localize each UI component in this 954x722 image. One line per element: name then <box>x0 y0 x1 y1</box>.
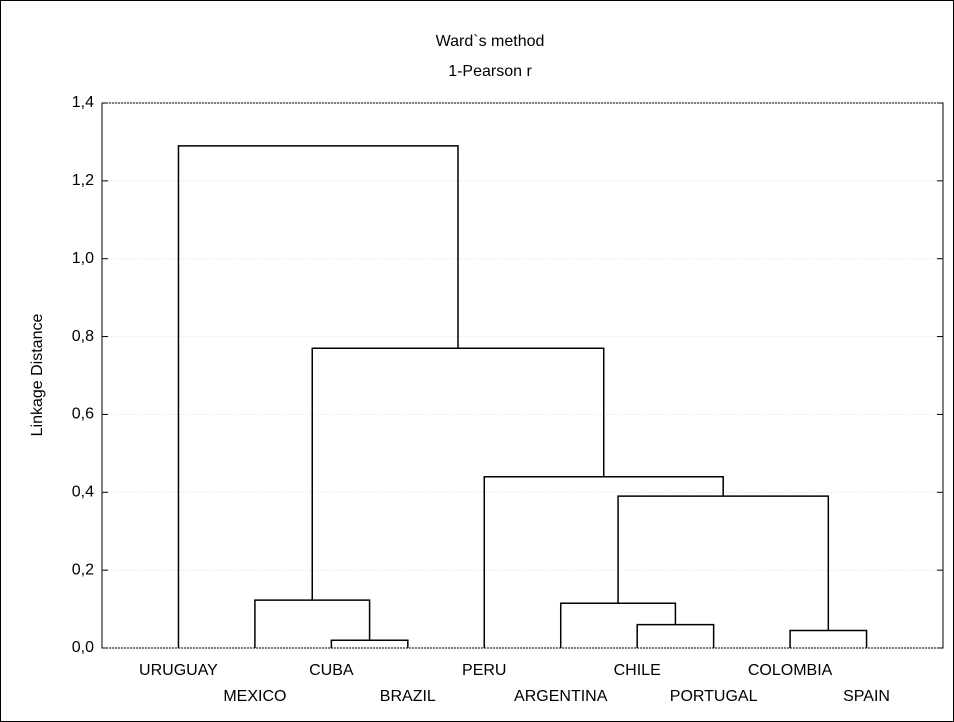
chart-subtitle: 1-Pearson r <box>448 63 532 80</box>
leaf-label: MEXICO <box>223 688 286 705</box>
leaf-label: SPAIN <box>843 688 890 705</box>
link <box>177 145 459 648</box>
leaf-label: CUBA <box>309 662 354 679</box>
leaf-label: BRAZIL <box>380 688 436 705</box>
y-tick-label: 0,8 <box>72 328 94 345</box>
leaf-label: PORTUGAL <box>670 688 758 705</box>
y-tick-label: 0,6 <box>72 406 94 423</box>
y-tick-label: 0,2 <box>72 561 94 578</box>
leaf-label: CHILE <box>614 662 661 679</box>
y-tick-label: 0,4 <box>72 484 94 501</box>
y-tick-label: 1,0 <box>72 250 94 267</box>
leaf-label: ARGENTINA <box>514 688 608 705</box>
leaf-label: PERU <box>462 662 506 679</box>
leaf-label: URUGUAY <box>139 662 218 679</box>
y-tick-label: 1,2 <box>72 172 94 189</box>
chart-title: Ward`s method <box>436 33 545 50</box>
y-tick-label: 0,0 <box>72 639 94 656</box>
y-tick-label: 1,4 <box>72 94 94 111</box>
y-axis-label: Linkage Distance <box>29 314 46 437</box>
leaf-label: COLOMBIA <box>748 662 833 679</box>
